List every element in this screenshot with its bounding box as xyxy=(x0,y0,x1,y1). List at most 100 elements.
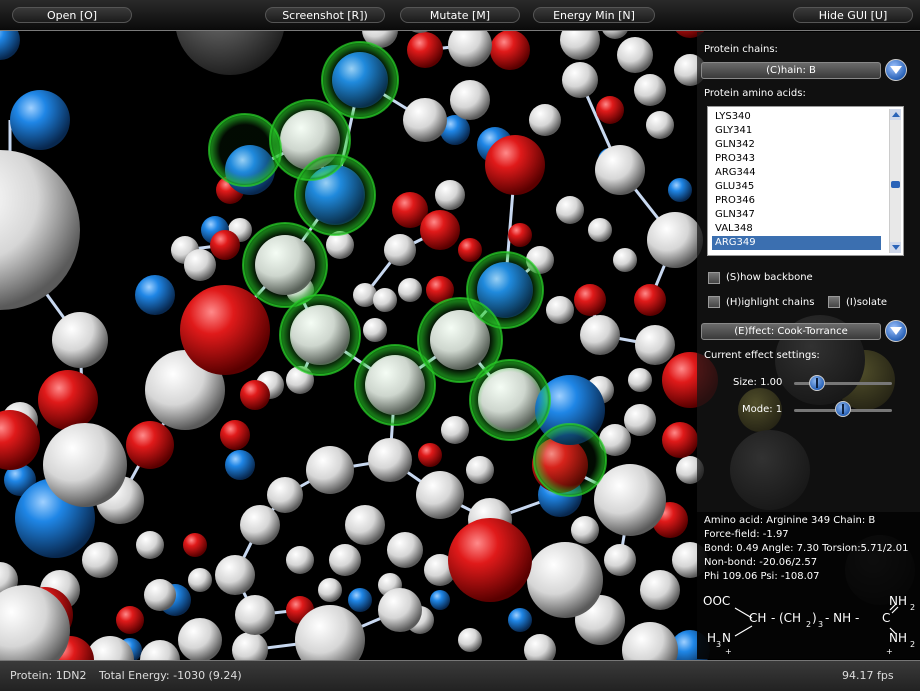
nitrogen-atom[interactable] xyxy=(225,450,255,480)
screenshot-button[interactable]: Screenshot [R]) xyxy=(265,7,385,23)
carbon-atom[interactable] xyxy=(556,196,584,224)
carbon-atom[interactable] xyxy=(604,544,636,576)
carbon-atom[interactable] xyxy=(466,456,494,484)
carbon-atom[interactable] xyxy=(184,249,216,281)
carbon-atom[interactable] xyxy=(458,628,482,652)
carbon-atom[interactable] xyxy=(136,531,164,559)
carbon-atom[interactable] xyxy=(144,579,176,611)
carbon-atom[interactable] xyxy=(424,554,456,586)
carbon-atom[interactable] xyxy=(594,464,666,536)
carbon-atom[interactable] xyxy=(326,231,354,259)
amino-acid-item[interactable]: ARG344 xyxy=(715,167,756,178)
carbon-atom[interactable] xyxy=(646,111,674,139)
amino-acid-item[interactable]: GLN342 xyxy=(715,139,755,150)
carbon-atom[interactable] xyxy=(580,315,620,355)
carbon-atom[interactable] xyxy=(634,74,666,106)
carbon-atom[interactable] xyxy=(617,37,653,73)
oxygen-atom[interactable] xyxy=(116,606,144,634)
carbon-atom[interactable] xyxy=(368,438,412,482)
amino-acid-list[interactable]: LYS340 GLY341 GLN342 PRO343 ARG344 GLU345 PRO3… xyxy=(707,106,904,256)
scroll-down-icon[interactable] xyxy=(890,242,901,253)
carbon-atom[interactable] xyxy=(441,416,469,444)
carbon-atom[interactable] xyxy=(595,145,645,195)
oxygen-atom[interactable] xyxy=(240,380,270,410)
carbon-atom[interactable] xyxy=(295,605,365,675)
carbon-atom[interactable] xyxy=(562,62,598,98)
amino-acid-item[interactable]: GLY341 xyxy=(715,125,753,136)
amino-acid-item[interactable]: ARG349 xyxy=(712,236,881,250)
carbon-atom[interactable] xyxy=(628,368,652,392)
oxygen-atom[interactable] xyxy=(392,192,428,228)
carbon-atom[interactable] xyxy=(613,248,637,272)
nitrogen-atom[interactable] xyxy=(10,90,70,150)
carbon-atom[interactable] xyxy=(345,505,385,545)
nitrogen-atom[interactable] xyxy=(4,464,36,496)
carbon-atom[interactable] xyxy=(529,104,561,136)
amino-acid-item[interactable]: PRO343 xyxy=(715,153,755,164)
amino-acid-scrollbar[interactable] xyxy=(889,109,901,253)
carbon-atom[interactable] xyxy=(403,98,447,142)
carbon-atom[interactable] xyxy=(398,278,422,302)
size-slider-knob[interactable] xyxy=(809,375,825,391)
oxygen-atom[interactable] xyxy=(448,518,532,602)
oxygen-atom[interactable] xyxy=(407,32,443,68)
carbon-atom[interactable] xyxy=(384,234,416,266)
oxygen-atom[interactable] xyxy=(662,422,698,458)
oxygen-atom[interactable] xyxy=(426,276,454,304)
amino-acid-item[interactable]: GLN347 xyxy=(715,209,755,220)
carbon-atom[interactable] xyxy=(435,180,465,210)
size-slider-track[interactable] xyxy=(794,382,892,385)
carbon-atom[interactable] xyxy=(546,296,574,324)
carbon-atom[interactable] xyxy=(43,423,127,507)
hide-gui-button[interactable]: Hide GUI [U] xyxy=(793,7,913,23)
nitrogen-atom[interactable] xyxy=(440,115,470,145)
oxygen-atom[interactable] xyxy=(420,210,460,250)
amino-acid-item[interactable]: VAL348 xyxy=(715,223,753,234)
amino-acid-item[interactable]: PRO346 xyxy=(715,195,755,206)
carbon-atom[interactable] xyxy=(635,325,675,365)
carbon-atom[interactable] xyxy=(306,446,354,494)
carbon-atom[interactable] xyxy=(232,632,268,668)
open-button[interactable]: Open [O] xyxy=(12,7,132,23)
carbon-atom[interactable] xyxy=(571,516,599,544)
carbon-atom[interactable] xyxy=(599,424,631,456)
scroll-thumb[interactable] xyxy=(891,181,900,188)
carbon-atom[interactable] xyxy=(448,23,492,67)
nitrogen-atom[interactable] xyxy=(430,590,450,610)
carbon-atom[interactable] xyxy=(647,212,703,268)
carbon-atom[interactable] xyxy=(240,505,280,545)
nitrogen-atom[interactable] xyxy=(668,178,692,202)
carbon-atom[interactable] xyxy=(235,595,275,635)
amino-acid-item[interactable]: LYS340 xyxy=(715,111,751,122)
energy-min-button[interactable]: Energy Min [N] xyxy=(533,7,655,23)
effect-dropdown[interactable]: (E)ffect: Cook-Torrance xyxy=(701,323,881,340)
oxygen-atom[interactable] xyxy=(183,533,207,557)
oxygen-atom[interactable] xyxy=(180,285,270,375)
oxygen-atom[interactable] xyxy=(458,238,482,262)
effect-dropdown-arrow-icon[interactable] xyxy=(885,320,907,342)
chain-dropdown-arrow-icon[interactable] xyxy=(885,59,907,81)
oxygen-atom[interactable] xyxy=(596,96,624,124)
carbon-atom[interactable] xyxy=(624,404,656,436)
oxygen-atom[interactable] xyxy=(0,410,40,470)
carbon-atom[interactable] xyxy=(450,80,490,120)
carbon-atom[interactable] xyxy=(588,218,612,242)
oxygen-atom[interactable] xyxy=(38,370,98,430)
carbon-atom[interactable] xyxy=(416,471,464,519)
carbon-atom[interactable] xyxy=(178,618,222,662)
highlight-chains-checkbox[interactable] xyxy=(708,296,720,308)
scroll-up-icon[interactable] xyxy=(890,109,901,120)
mode-slider-knob[interactable] xyxy=(835,401,851,417)
carbon-atom[interactable] xyxy=(378,588,422,632)
carbon-atom[interactable] xyxy=(373,288,397,312)
carbon-atom[interactable] xyxy=(0,150,80,310)
isolate-checkbox[interactable] xyxy=(828,296,840,308)
amino-acid-item[interactable]: GLU345 xyxy=(715,181,755,192)
carbon-atom[interactable] xyxy=(0,585,70,675)
oxygen-atom[interactable] xyxy=(210,230,240,260)
oxygen-atom[interactable] xyxy=(490,30,530,70)
carbon-atom[interactable] xyxy=(353,283,377,307)
nitrogen-atom[interactable] xyxy=(508,608,532,632)
